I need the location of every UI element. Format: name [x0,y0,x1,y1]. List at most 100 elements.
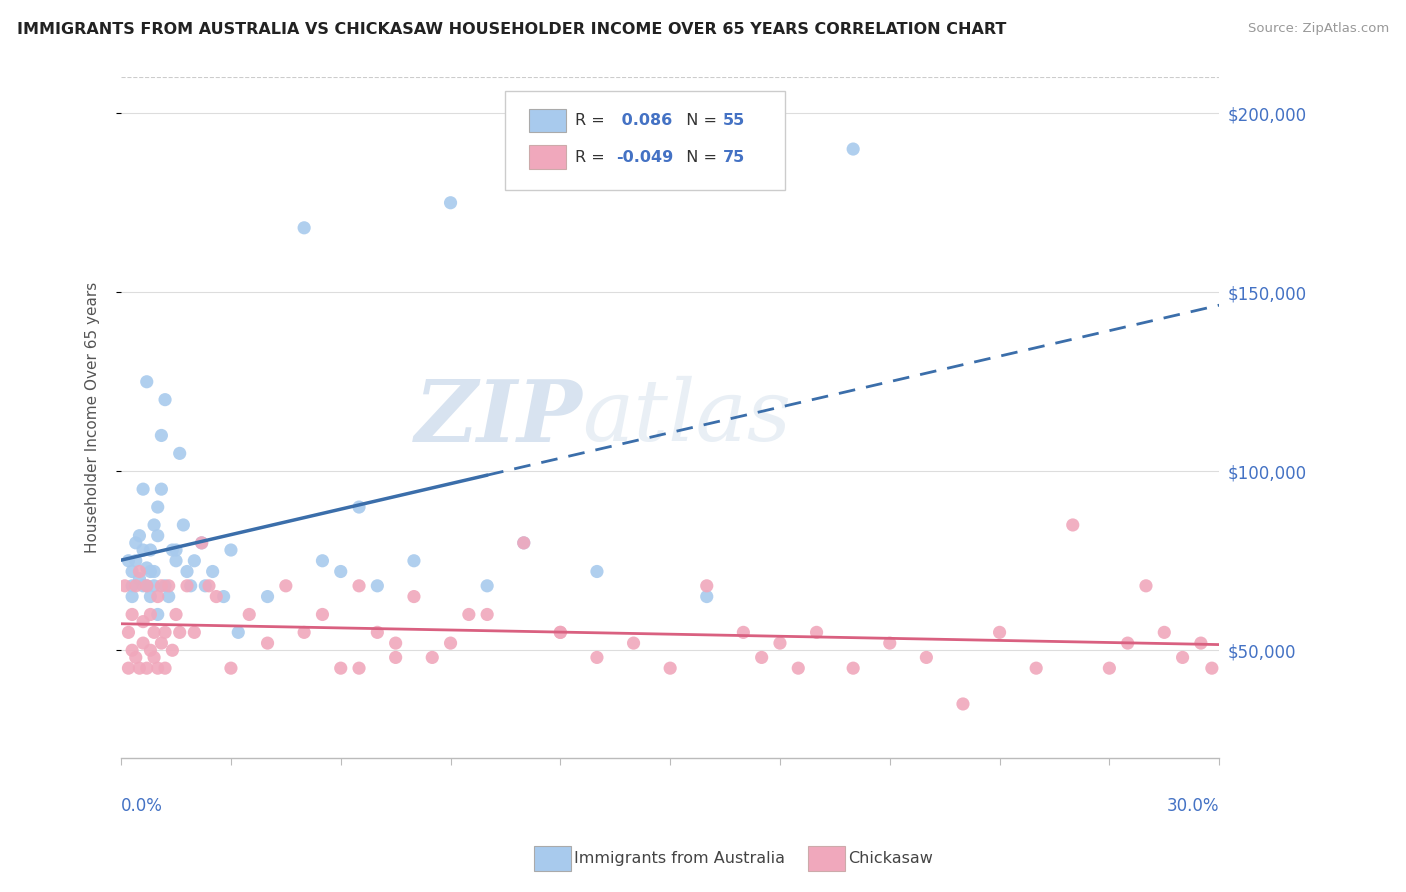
Point [190,536,212,550]
Point [1062,518,1084,533]
Point [347,500,370,514]
Point [150,636,173,650]
FancyBboxPatch shape [529,109,565,132]
Text: N =: N = [676,112,721,128]
Point [219,543,242,558]
Point [190,536,212,550]
Point [132,615,155,629]
Point [139,543,162,558]
Point [1201,661,1223,675]
Point [1025,661,1047,675]
Point [696,590,718,604]
Point [125,579,148,593]
Point [125,650,148,665]
Text: R =: R = [575,150,610,164]
Point [150,579,173,593]
Point [586,565,609,579]
Point [135,579,157,593]
Point [153,392,176,407]
Point [125,554,148,568]
Point [226,625,249,640]
Text: 55: 55 [723,112,745,128]
Text: N =: N = [676,150,721,164]
Point [879,636,901,650]
Point [311,607,333,622]
Point [157,590,180,604]
Point [117,554,139,568]
Point [143,579,166,593]
Point [513,536,536,550]
Point [366,579,388,593]
Point [176,579,198,593]
Point [139,590,162,604]
Point [162,643,184,657]
FancyBboxPatch shape [529,145,565,169]
Text: -0.049: -0.049 [616,150,673,164]
Text: ZIP: ZIP [415,376,582,459]
Point [439,195,461,210]
Point [146,607,169,622]
Point [128,529,150,543]
Point [183,554,205,568]
Point [212,590,235,604]
Point [128,661,150,675]
Text: Source: ZipAtlas.com: Source: ZipAtlas.com [1249,22,1389,36]
Point [143,518,166,533]
Point [139,643,162,657]
Point [117,661,139,675]
Text: Chickasaw: Chickasaw [848,851,932,865]
Point [205,590,228,604]
Point [132,543,155,558]
Point [132,579,155,593]
Point [475,579,498,593]
Point [162,543,184,558]
Text: 75: 75 [723,150,745,164]
Point [1171,650,1194,665]
Text: 0.0%: 0.0% [121,797,163,814]
Point [402,590,425,604]
Point [550,625,572,640]
Point [550,625,572,640]
Point [274,579,297,593]
Point [347,661,370,675]
Point [586,650,609,665]
Point [132,482,155,496]
Point [135,579,157,593]
Y-axis label: Householder Income Over 65 years: Householder Income Over 65 years [86,282,100,553]
Point [311,554,333,568]
Point [1098,661,1121,675]
Point [143,650,166,665]
Point [176,565,198,579]
Point [146,529,169,543]
Point [135,375,157,389]
Point [146,661,169,675]
Point [150,428,173,442]
Text: atlas: atlas [582,376,792,458]
Point [1189,636,1212,650]
Point [132,636,155,650]
Point [623,636,645,650]
Point [121,590,143,604]
Point [201,565,224,579]
Point [659,661,682,675]
Text: 0.086: 0.086 [616,112,672,128]
Point [402,554,425,568]
Point [139,565,162,579]
Point [1153,625,1175,640]
Point [146,500,169,514]
Point [169,446,191,460]
Point [198,579,221,593]
Point [475,607,498,622]
Point [172,518,194,533]
Point [384,636,406,650]
Point [696,579,718,593]
Text: R =: R = [575,112,610,128]
Point [114,579,136,593]
Point [457,607,479,622]
Point [121,579,143,593]
Point [329,661,352,675]
FancyBboxPatch shape [505,91,786,190]
Point [128,572,150,586]
Point [125,536,148,550]
Point [733,625,755,640]
